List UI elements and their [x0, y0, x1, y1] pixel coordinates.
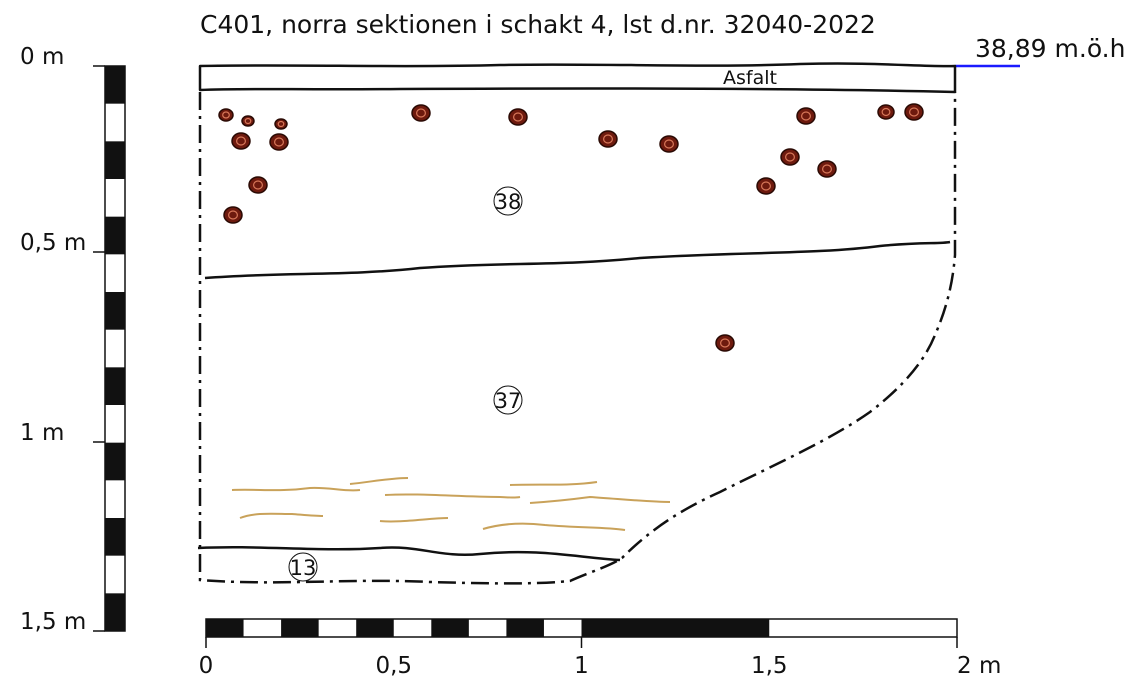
stone-ring	[274, 137, 285, 147]
layer-label: 13	[290, 556, 317, 580]
layer-circle	[288, 552, 318, 582]
layer-label: 38	[495, 190, 522, 214]
section	[197, 62, 957, 585]
root	[379, 517, 449, 523]
scale-segment	[105, 367, 125, 405]
scale-segment	[105, 141, 125, 179]
root	[482, 522, 626, 531]
scale-segment	[105, 518, 125, 556]
stone-ring	[663, 139, 674, 149]
stone-ring	[253, 180, 264, 190]
stone	[411, 104, 431, 122]
scale-label: 0,5 m	[20, 230, 86, 256]
scale-label: 2 m	[957, 653, 1001, 679]
stone-ring	[800, 111, 811, 121]
stone-ring	[760, 181, 771, 191]
stone-ring	[908, 107, 919, 117]
stone-ring	[416, 108, 427, 118]
scale-segment	[105, 216, 125, 255]
stone-ring	[602, 134, 613, 144]
scale-segment	[356, 619, 394, 637]
scale-segment	[581, 619, 770, 637]
scale-label: 1 m	[20, 420, 64, 446]
scale-label: 0,5	[375, 653, 412, 679]
stone-ring	[512, 112, 523, 122]
scale-segment	[206, 619, 244, 637]
root	[349, 477, 409, 485]
stone	[508, 108, 528, 126]
stone	[659, 135, 679, 153]
asphalt-layer	[198, 62, 957, 94]
scale-segment	[105, 593, 125, 631]
stone	[877, 104, 895, 120]
stone	[715, 334, 735, 352]
stone-ring	[277, 120, 285, 128]
stone	[796, 107, 816, 125]
stone-ring	[228, 210, 239, 220]
root	[509, 481, 598, 486]
stone	[241, 115, 255, 127]
stone	[231, 132, 251, 150]
stone	[248, 176, 268, 194]
stone-ring	[244, 117, 252, 125]
layer-circle	[493, 186, 523, 216]
layer-label: Asfalt	[723, 67, 777, 89]
stone	[598, 130, 618, 148]
title: C401, norra sektionen i schakt 4, lst d.…	[200, 10, 876, 39]
stone	[817, 160, 837, 178]
root	[529, 495, 671, 504]
stone-ring	[784, 152, 795, 162]
stone-ring	[719, 338, 730, 348]
stone	[756, 177, 776, 195]
scale-label: 1	[574, 653, 589, 679]
layer-circle	[493, 385, 523, 415]
stone	[223, 206, 243, 224]
stone	[274, 118, 288, 130]
stone-ring	[881, 107, 891, 117]
stone	[904, 103, 924, 121]
scale-segment	[281, 619, 319, 637]
vertical-scale: 0 m 0,5 m 1 m 1,5 m	[20, 44, 126, 635]
root	[239, 512, 324, 519]
horizontal-scale: 0 0,5 1 1,5 2 m	[199, 618, 1001, 679]
stone	[780, 148, 800, 166]
scale-label: 1,5 m	[20, 609, 86, 635]
scale-segment	[105, 292, 125, 330]
scale-segment	[431, 619, 469, 637]
layer-labels: Asfalt 38 37 13	[288, 67, 777, 582]
stone-ring	[821, 164, 832, 174]
scale-segment	[105, 442, 125, 481]
stones	[218, 103, 924, 352]
layer-boundary	[197, 545, 621, 562]
scale-segment	[105, 66, 125, 104]
root	[231, 486, 361, 492]
layer-boundary	[204, 240, 951, 280]
section-outline	[198, 92, 957, 585]
scale-label: 0	[199, 653, 214, 679]
elevation-label: 38,89 m.ö.h	[975, 34, 1125, 63]
root	[384, 493, 521, 499]
scale-segment	[506, 619, 544, 637]
stone-ring	[222, 111, 230, 119]
layer-label: 37	[495, 389, 522, 413]
scale-label: 0 m	[20, 44, 64, 70]
stone	[218, 108, 234, 122]
stone	[269, 133, 289, 151]
stone-ring	[236, 136, 247, 146]
scale-label: 1,5	[751, 653, 788, 679]
